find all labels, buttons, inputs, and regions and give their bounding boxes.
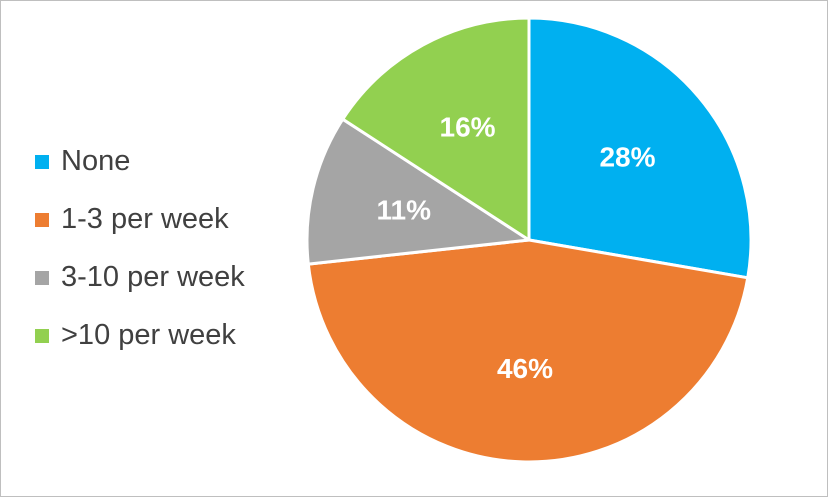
legend-item-3-10-per-week: 3-10 per week	[35, 257, 295, 315]
legend-swatch-none	[35, 155, 49, 169]
legend-swatch-over-10-per-week	[35, 329, 49, 343]
legend-label-over-10-per-week: >10 per week	[61, 319, 236, 351]
legend-label-3-10-per-week: 3-10 per week	[61, 261, 245, 293]
legend-item-1-3-per-week: 1-3 per week	[35, 199, 295, 257]
pie-slice-over-10-per-week	[341, 16, 531, 242]
data-label-1-3-per-week: 46%	[497, 353, 553, 384]
legend-swatch-1-3-per-week	[35, 213, 49, 227]
pie-slice-none	[527, 16, 753, 280]
pie-slice-1-3-per-week	[306, 238, 750, 464]
legend-swatch-3-10-per-week	[35, 271, 49, 285]
legend-item-none: None	[35, 141, 295, 199]
data-label-3-10-per-week: 11%	[376, 195, 431, 226]
legend-label-1-3-per-week: 1-3 per week	[61, 203, 229, 235]
legend-label-none: None	[61, 145, 131, 177]
data-label-over-10-per-week: 16%	[440, 111, 496, 142]
data-label-none: 28%	[599, 142, 655, 173]
pie-slice-3-10-per-week	[305, 117, 531, 266]
legend: None 1-3 per week 3-10 per week >10 per …	[35, 141, 295, 373]
legend-item-over-10-per-week: >10 per week	[35, 315, 295, 373]
